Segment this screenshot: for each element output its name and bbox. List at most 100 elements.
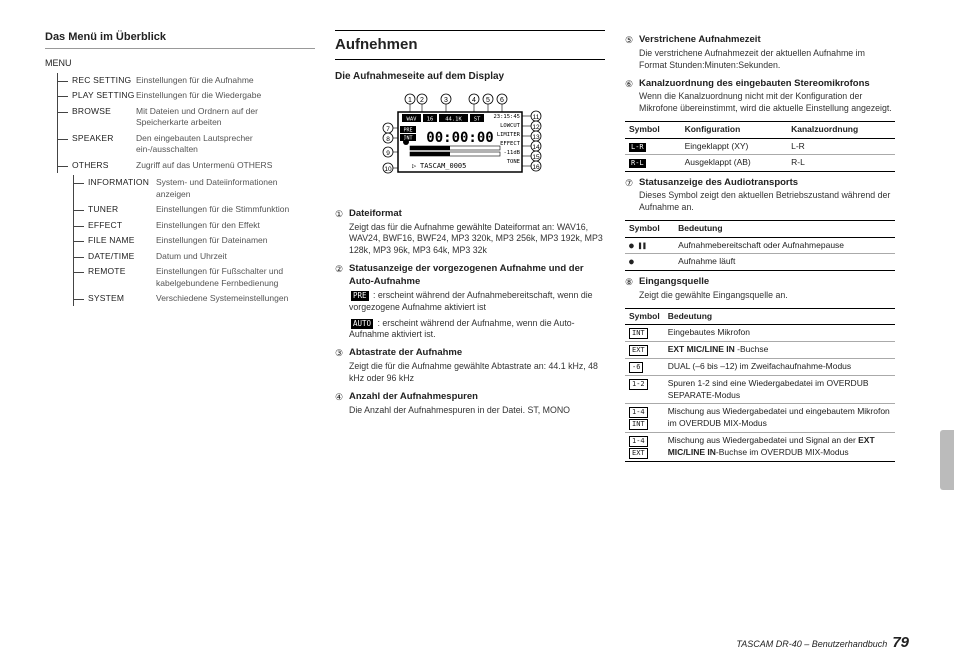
menu-item-name: DATE/TIME — [74, 251, 156, 262]
svg-text:6: 6 — [500, 97, 504, 104]
svg-text:16: 16 — [532, 164, 540, 171]
svg-text:TONE: TONE — [507, 159, 520, 165]
numbered-item: ⑧EingangsquelleZeigt die gewählte Eingan… — [625, 276, 895, 302]
page-columns: Das Menü im Überblick MENU REC SETTINGEi… — [45, 30, 909, 467]
menu-item: OTHERSZugriff auf das Untermenü OTHERS — [58, 158, 315, 173]
item-number: ① — [335, 208, 349, 220]
svg-text:4: 4 — [472, 97, 476, 104]
svg-text:23:15:45: 23:15:45 — [494, 114, 521, 120]
menu-item: REC SETTINGEinstellungen für die Aufnahm… — [58, 73, 315, 88]
menu-item-desc: Datum und Uhrzeit — [156, 251, 315, 262]
item-number: ③ — [335, 347, 349, 359]
display-item-list: ①DateiformatZeigt das für die Aufnahme g… — [335, 208, 605, 417]
numbered-item: ⑤Verstrichene AufnahmezeitDie verstriche… — [625, 34, 895, 72]
transport-status-table: SymbolBedeutung● ❚❚Aufnahmebereitschaft … — [625, 220, 895, 271]
svg-text:WAV: WAV — [407, 116, 418, 122]
menu-item-desc: Einstellungen für die Wiedergabe — [136, 90, 315, 101]
table-cell: L-R — [787, 138, 895, 154]
numbered-item: ③Abtastrate der AufnahmeZeigt die für di… — [335, 347, 605, 385]
table-row: -6DUAL (–6 bis –12) im Zweifachaufnahme-… — [625, 359, 895, 376]
menu-item: BROWSEMit Dateien und Ordnern auf der Sp… — [58, 104, 315, 131]
svg-text:15: 15 — [532, 154, 540, 161]
table-cell: R-L — [625, 155, 681, 171]
item-title: Dateiformat — [349, 208, 605, 221]
table-cell: L-R — [625, 138, 681, 154]
item-number: ⑦ — [625, 177, 639, 189]
table-cell: ● ❚❚ — [625, 237, 674, 254]
column-right: ⑤Verstrichene AufnahmezeitDie verstriche… — [625, 30, 895, 467]
svg-text:13: 13 — [532, 134, 540, 141]
menu-root-label: MENU — [45, 57, 315, 69]
item-title: Verstrichene Aufnahmezeit — [639, 34, 895, 47]
menu-tree: MENU REC SETTINGEinstellungen für die Au… — [45, 57, 315, 307]
numbered-item: ①DateiformatZeigt das für die Aufnahme g… — [335, 208, 605, 257]
menu-item-name: TUNER — [74, 204, 156, 215]
menu-item-name: PLAY SETTING — [58, 90, 136, 101]
footer-page-number: 79 — [892, 634, 909, 651]
item-title: Statusanzeige der vorgezogenen Aufnahme … — [349, 263, 605, 289]
table-cell: ● — [625, 254, 674, 271]
table-header: Bedeutung — [664, 308, 895, 324]
menu-item-name: REC SETTING — [58, 75, 136, 86]
table-cell: -6 — [625, 359, 664, 376]
input-source-table: SymbolBedeutungINTEingebautes MikrofonEX… — [625, 308, 895, 462]
item-text: Dieses Symbol zeigt den aktuellen Betrie… — [639, 190, 895, 214]
menu-item: INFORMATIONSystem- und Dateiinformatione… — [74, 175, 315, 202]
page-footer: TASCAM DR-40 – Benutzerhandbuch 79 — [736, 633, 909, 653]
recording-title: Aufnehmen — [335, 30, 605, 60]
item-title: Eingangsquelle — [639, 276, 895, 289]
menu-list-lvl2: INFORMATIONSystem- und Dateiinformatione… — [73, 175, 315, 306]
svg-text:10: 10 — [384, 166, 392, 173]
table-cell: Mischung aus Wiedergabedatei und eingeba… — [664, 404, 895, 433]
menu-item-desc: Einstellungen für Fußschalter und kabelg… — [156, 266, 315, 289]
table-header: Symbol — [625, 122, 681, 138]
display-page-heading: Die Aufnahmeseite auf dem Display — [335, 70, 605, 84]
table-cell: Eingeklappt (XY) — [681, 138, 788, 154]
item-number: ⑤ — [625, 34, 639, 46]
table-cell: DUAL (–6 bis –12) im Zweifachaufnahme-Mo… — [664, 359, 895, 376]
svg-text:3: 3 — [444, 97, 448, 104]
table-header: Symbol — [625, 221, 674, 237]
svg-text:16: 16 — [427, 116, 434, 122]
svg-text:LOWCUT: LOWCUT — [500, 123, 521, 129]
menu-item-desc: System- und Dateiinformationen anzeigen — [156, 177, 315, 200]
channel-config-table: SymbolKonfigurationKanalzuordnungL-REing… — [625, 121, 895, 171]
side-tab — [940, 430, 954, 490]
table-cell: Mischung aus Wiedergabedatei und Signal … — [664, 433, 895, 462]
numbered-item: ②Statusanzeige der vorgezogenen Aufnahme… — [335, 263, 605, 341]
svg-text:00:00:00: 00:00:00 — [426, 130, 493, 146]
item-text: Zeigt die für die Aufnahme gewählte Abta… — [349, 361, 605, 385]
menu-item-desc: Einstellungen für Dateinamen — [156, 235, 315, 246]
table-row: 1-2Spuren 1-2 sind eine Wiedergabedatei … — [625, 376, 895, 404]
table-row: ●Aufnahme läuft — [625, 254, 895, 271]
numbered-item: ⑦Statusanzeige des AudiotransportsDieses… — [625, 177, 895, 215]
column-middle: Aufnehmen Die Aufnahmeseite auf dem Disp… — [335, 30, 605, 467]
svg-text:2: 2 — [420, 97, 424, 104]
svg-text:12: 12 — [532, 124, 540, 131]
table-header: Symbol — [625, 308, 664, 324]
svg-text:9: 9 — [386, 150, 390, 157]
item-title: Anzahl der Aufnahmespuren — [349, 391, 605, 404]
numbered-item: ⑥Kanalzuordnung des eingebauten Stereomi… — [625, 78, 895, 116]
recorder-display-diagram: 123456 WAV1644.1KST 00:00:00 PREINT 23:1… — [350, 90, 590, 200]
item-text: Die Anzahl der Aufnahmespuren in der Dat… — [349, 405, 605, 417]
item-text: Wenn die Kanalzuordnung nicht mit der Ko… — [639, 91, 895, 115]
menu-item-name: EFFECT — [74, 220, 156, 231]
table-header: Konfiguration — [681, 122, 788, 138]
svg-text:1: 1 — [408, 97, 412, 104]
svg-text:7: 7 — [386, 126, 390, 133]
table-cell: 1-4EXT — [625, 433, 664, 462]
input-source-item: ⑧EingangsquelleZeigt die gewählte Eingan… — [625, 276, 895, 302]
menu-list-lvl1: REC SETTINGEinstellungen für die Aufnahm… — [57, 73, 315, 173]
menu-item-desc: Einstellungen für die Aufnahme — [136, 75, 315, 86]
table-row: 1-4EXTMischung aus Wiedergabedatei und S… — [625, 433, 895, 462]
item-text: AUTO : erscheint während der Aufnahme, w… — [349, 318, 605, 342]
menu-item: TUNEREinstellungen für die Stimmfunktion — [74, 202, 315, 217]
table-cell: INT — [625, 325, 664, 342]
table-cell: Spuren 1-2 sind eine Wiedergabedatei im … — [664, 376, 895, 404]
menu-item: FILE NAMEEinstellungen für Dateinamen — [74, 233, 315, 248]
menu-item-name: OTHERS — [58, 160, 136, 171]
menu-item: EFFECTEinstellungen für den Effekt — [74, 218, 315, 233]
table-row: EXTEXT MIC/LINE IN -Buchse — [625, 342, 895, 359]
svg-text:EFFECT: EFFECT — [500, 141, 521, 147]
